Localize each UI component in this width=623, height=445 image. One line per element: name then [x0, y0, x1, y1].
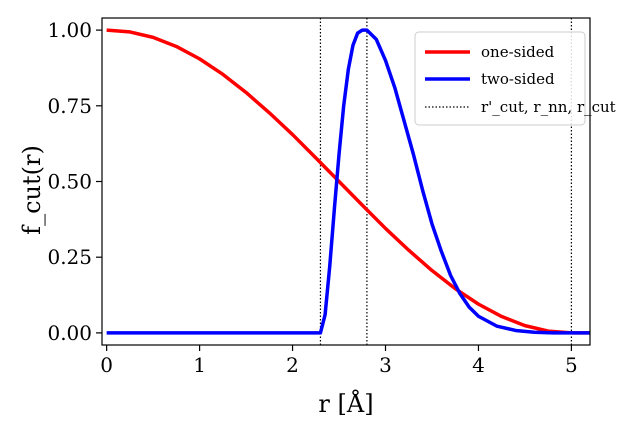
y-axis-label: f_cut(r) — [18, 145, 46, 235]
series-group — [106, 28, 590, 335]
y-tick-label-3: 0.75 — [47, 94, 92, 118]
x-tick-label-0: 0 — [100, 353, 113, 377]
y-axis-ticks: 0.00 0.25 0.50 0.75 1.00 — [47, 18, 102, 345]
x-tick-label-3: 3 — [379, 353, 392, 377]
y-tick-label-0: 0.00 — [47, 321, 92, 345]
series-line-one-sided — [106, 28, 590, 335]
legend-label-reference-lines: r'_cut, r_nn, r_cut — [481, 98, 616, 116]
x-tick-label-4: 4 — [472, 353, 485, 377]
x-axis-ticks: 0 1 2 3 4 5 — [100, 345, 578, 377]
x-axis-label: r [Å] — [318, 389, 373, 418]
y-tick-label-1: 0.25 — [47, 245, 92, 269]
x-tick-label-5: 5 — [565, 353, 578, 377]
x-tick-label-1: 1 — [193, 353, 206, 377]
legend: one-sided two-sided r'_cut, r_nn, r_cut — [414, 31, 616, 126]
legend-label-two-sided: two-sided — [481, 70, 555, 88]
y-tick-label-2: 0.50 — [47, 170, 92, 194]
x-tick-label-2: 2 — [286, 353, 299, 377]
legend-label-one-sided: one-sided — [481, 43, 555, 61]
y-tick-label-4: 1.00 — [47, 18, 92, 42]
series-line-two-sided — [106, 28, 590, 335]
legend-box — [414, 31, 586, 126]
